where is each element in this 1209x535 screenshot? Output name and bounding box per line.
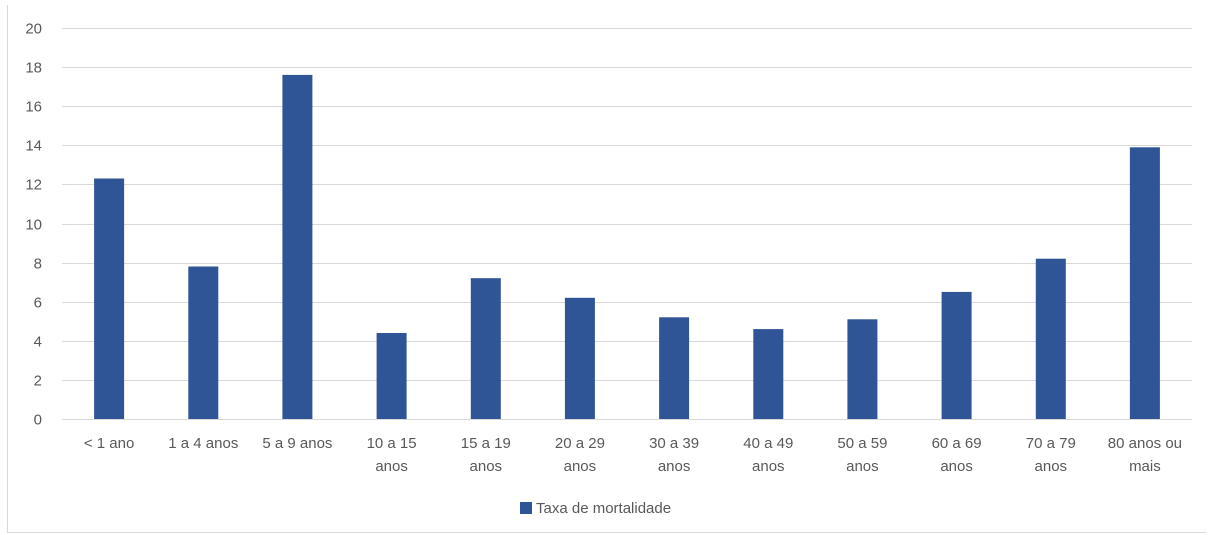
bar-3 <box>376 333 407 419</box>
bars <box>94 74 1160 420</box>
y-tick-label: 20 <box>25 21 42 38</box>
x-category-label: anos <box>940 458 973 475</box>
chart-frame <box>7 5 1206 533</box>
x-category-label: 80 anos ou <box>1108 435 1182 452</box>
x-axis-labels: < 1 ano 1 a 4 anos 5 a 9 anos 10 a 15 anos 15… <box>84 435 1182 475</box>
y-tick-label: 10 <box>25 217 42 234</box>
x-category-label: < 1 ano <box>84 435 134 452</box>
bar-7 <box>753 329 784 419</box>
bar-11 <box>1129 147 1160 420</box>
y-tick-label: 14 <box>25 138 42 155</box>
x-category-label: 40 a 49 <box>743 435 793 452</box>
y-tick-label: 8 <box>34 256 42 273</box>
legend: Taxa de mortalidade <box>520 500 671 517</box>
x-category-label: 15 a 19 <box>461 435 511 452</box>
x-category-label: anos <box>564 458 597 475</box>
bar-6 <box>659 317 690 419</box>
x-category-label: 70 a 79 <box>1026 435 1076 452</box>
bar-2 <box>282 74 313 420</box>
legend-label: Taxa de mortalidade <box>536 500 671 517</box>
x-category-label: anos <box>752 458 785 475</box>
y-tick-label: 16 <box>25 99 42 116</box>
x-category-label: anos <box>375 458 408 475</box>
y-tick-label: 0 <box>34 412 42 429</box>
x-category-label: anos <box>470 458 503 475</box>
x-category-label: 30 a 39 <box>649 435 699 452</box>
x-category-label: 20 a 29 <box>555 435 605 452</box>
y-tick-label: 12 <box>25 177 42 194</box>
bar-10 <box>1035 258 1066 419</box>
bar-0 <box>94 178 125 419</box>
bar-1 <box>188 266 219 419</box>
bar-4 <box>470 278 501 419</box>
y-tick-label: 6 <box>34 295 42 312</box>
bar-5 <box>564 297 595 419</box>
bar-8 <box>847 319 878 419</box>
x-category-label: mais <box>1129 458 1161 475</box>
x-category-label: anos <box>658 458 691 475</box>
x-category-label: anos <box>1035 458 1068 475</box>
y-axis-ticks: 0 2 4 6 8 10 12 14 16 18 20 <box>25 21 42 429</box>
y-tick-label: 18 <box>25 60 42 77</box>
legend-swatch <box>520 502 532 514</box>
gridlines <box>62 28 1192 420</box>
x-category-label: 1 a 4 anos <box>168 435 238 452</box>
bar-9 <box>941 291 972 419</box>
x-category-label: 10 a 15 <box>367 435 417 452</box>
x-category-label: anos <box>846 458 879 475</box>
x-category-label: 60 a 69 <box>932 435 982 452</box>
y-tick-label: 2 <box>34 373 42 390</box>
y-tick-label: 4 <box>34 334 42 351</box>
x-category-label: 5 a 9 anos <box>262 435 332 452</box>
x-category-label: 50 a 59 <box>837 435 887 452</box>
